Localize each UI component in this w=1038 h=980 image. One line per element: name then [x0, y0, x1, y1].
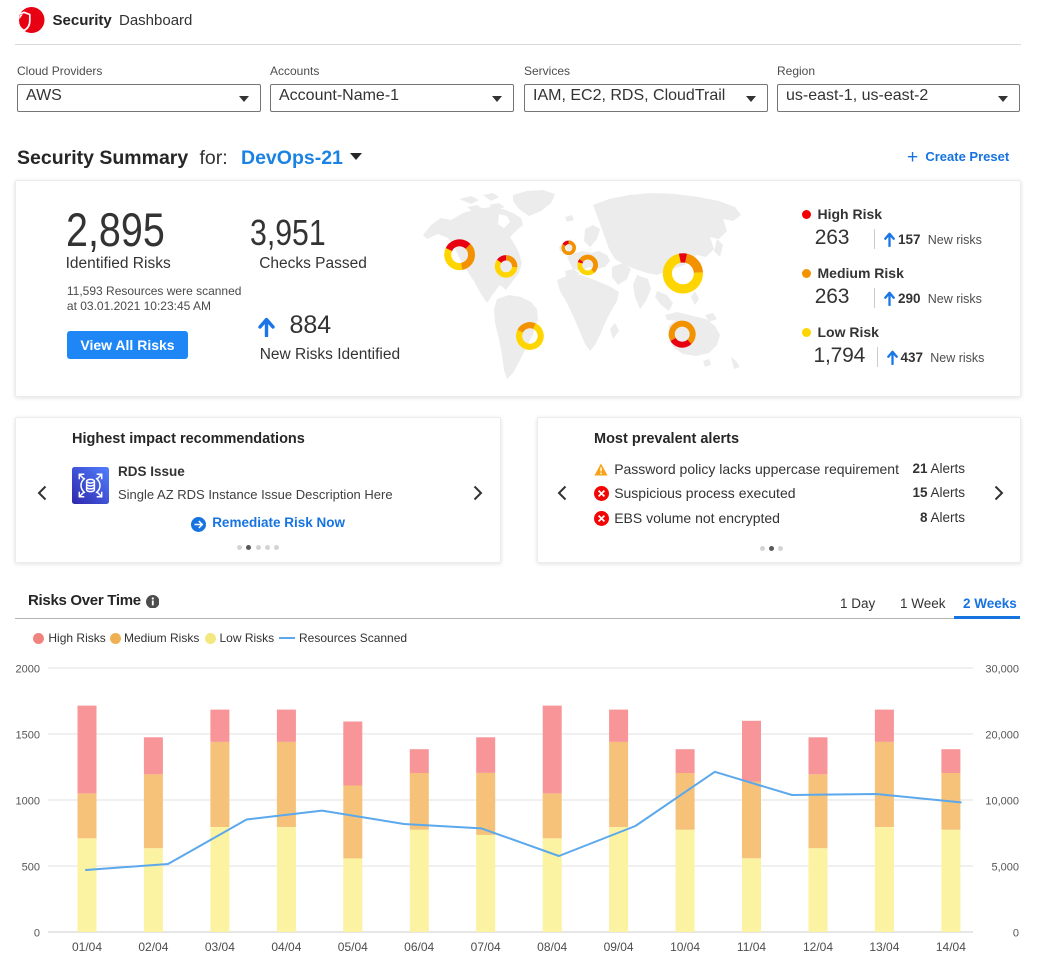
svg-text:11/04: 11/04 [737, 940, 766, 954]
svg-text:12/04: 12/04 [803, 940, 833, 954]
svg-text:20,000: 20,000 [985, 730, 1019, 742]
svg-text:13/04: 13/04 [869, 940, 899, 954]
svg-text:06/04: 06/04 [404, 940, 434, 954]
svg-text:05/04: 05/04 [338, 940, 368, 954]
svg-text:10/04: 10/04 [670, 940, 700, 954]
svg-text:07/04: 07/04 [471, 940, 501, 954]
svg-text:02/04: 02/04 [138, 940, 168, 954]
svg-text:0: 0 [1013, 928, 1019, 940]
svg-text:14/04: 14/04 [936, 940, 966, 954]
svg-text:04/04: 04/04 [271, 940, 301, 954]
svg-text:10,000: 10,000 [985, 796, 1019, 808]
svg-text:30,000: 30,000 [985, 664, 1019, 676]
svg-text:5,000: 5,000 [991, 862, 1019, 874]
svg-text:01/04: 01/04 [72, 940, 102, 954]
svg-text:500: 500 [22, 862, 40, 874]
svg-text:09/04: 09/04 [604, 940, 634, 954]
svg-text:1000: 1000 [16, 796, 40, 808]
svg-text:1500: 1500 [16, 730, 40, 742]
svg-text:0: 0 [34, 928, 40, 940]
svg-text:03/04: 03/04 [205, 940, 235, 954]
svg-text:2000: 2000 [16, 664, 40, 676]
svg-text:08/04: 08/04 [537, 940, 567, 954]
